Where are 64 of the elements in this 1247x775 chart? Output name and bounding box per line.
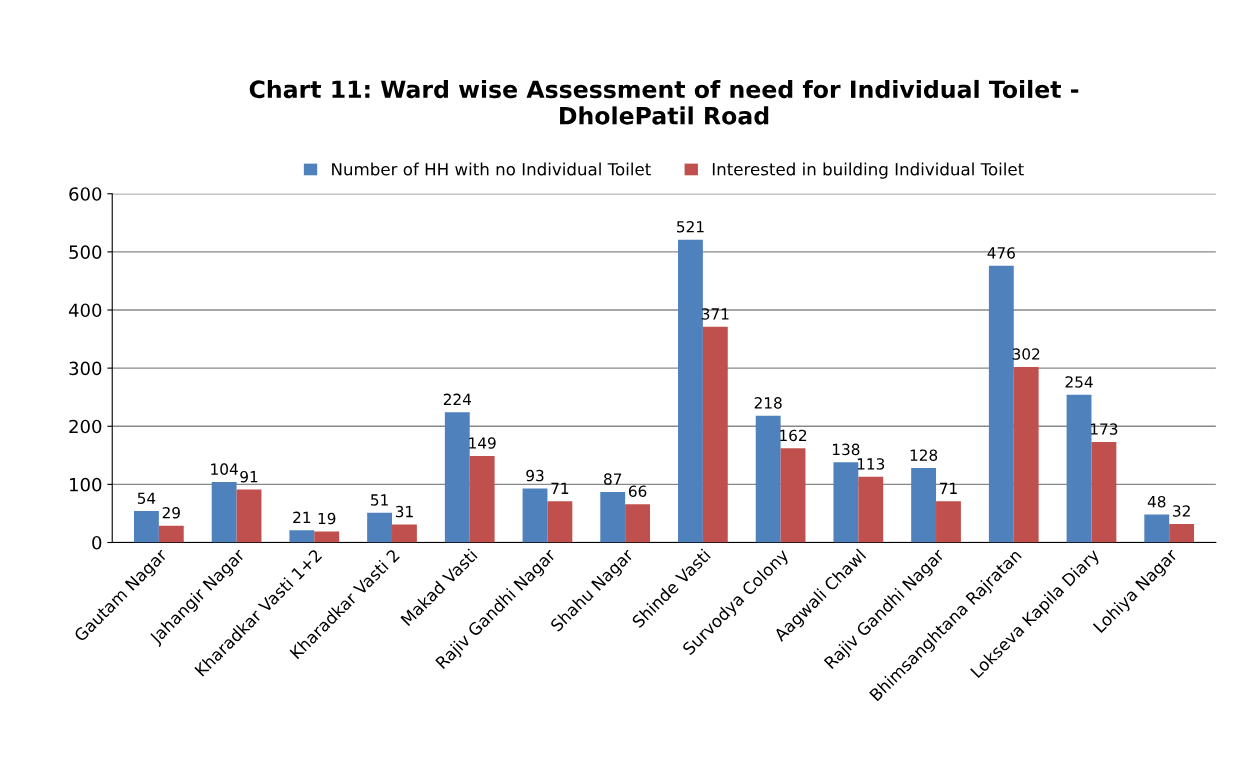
data-label: 93 [526, 469, 544, 482]
data-label: 54 [137, 492, 156, 504]
data-label: 87 [604, 473, 622, 485]
y-tick-label: 400 [68, 303, 102, 318]
data-label: 91 [240, 470, 258, 483]
bar [367, 512, 393, 543]
y-tick-label: 600 [69, 187, 102, 201]
data-label: 149 [469, 437, 496, 449]
data-label: 51 [371, 494, 388, 506]
data-label: 254 [1065, 376, 1093, 388]
bar [911, 468, 937, 543]
legend-label: Interested in building Individual Toilet [712, 162, 1024, 179]
bar [444, 412, 470, 543]
bar [1091, 441, 1117, 543]
bar [600, 491, 626, 543]
data-label: 48 [1147, 495, 1166, 508]
y-tick-label: 200 [69, 419, 102, 434]
legend-label: Number of HH with no Individual Toilet [332, 162, 651, 176]
bar [1066, 394, 1092, 543]
bar [547, 501, 573, 543]
bar [392, 524, 417, 543]
bar [211, 482, 237, 543]
bar [755, 415, 781, 543]
data-label: 104 [211, 463, 238, 475]
data-label: 71 [551, 482, 569, 494]
bar [289, 530, 315, 543]
bar [988, 265, 1014, 543]
data-label: 162 [780, 429, 807, 442]
bar [1013, 366, 1039, 543]
data-label: 173 [1091, 423, 1118, 435]
data-label: 476 [987, 247, 1015, 259]
y-tick-label: 500 [69, 245, 102, 259]
bar [314, 531, 340, 543]
data-label: 113 [857, 458, 885, 470]
data-label: 32 [1173, 505, 1190, 517]
data-label: 521 [677, 220, 704, 233]
bar [522, 488, 548, 543]
bar [780, 448, 806, 543]
y-tick-label: 0 [92, 535, 102, 550]
bar [236, 489, 262, 543]
data-label: 29 [162, 506, 180, 519]
bar [133, 511, 159, 543]
bar [833, 462, 859, 543]
bar [158, 525, 184, 543]
y-tick-label: 100 [70, 477, 102, 492]
data-label: 138 [832, 443, 860, 456]
data-label: 224 [443, 393, 472, 405]
bar [1169, 523, 1195, 543]
bar [469, 455, 495, 543]
data-label: 218 [754, 397, 782, 409]
bar [1144, 514, 1170, 543]
bar [625, 504, 651, 543]
data-label: 21 [293, 511, 311, 523]
data-label: 128 [910, 449, 938, 461]
y-tick-label: 300 [69, 361, 102, 376]
bar [678, 239, 703, 543]
data-label: 71 [940, 482, 957, 494]
data-label: 19 [318, 512, 336, 525]
bar [702, 326, 728, 543]
data-label: 66 [628, 485, 647, 498]
chart-title: Chart 11: Ward wise Assessment of need for Individual Toilet - DholePatil Road [249, 79, 1079, 125]
data-label: 31 [395, 505, 413, 518]
bar [936, 501, 961, 543]
bar [858, 476, 884, 543]
